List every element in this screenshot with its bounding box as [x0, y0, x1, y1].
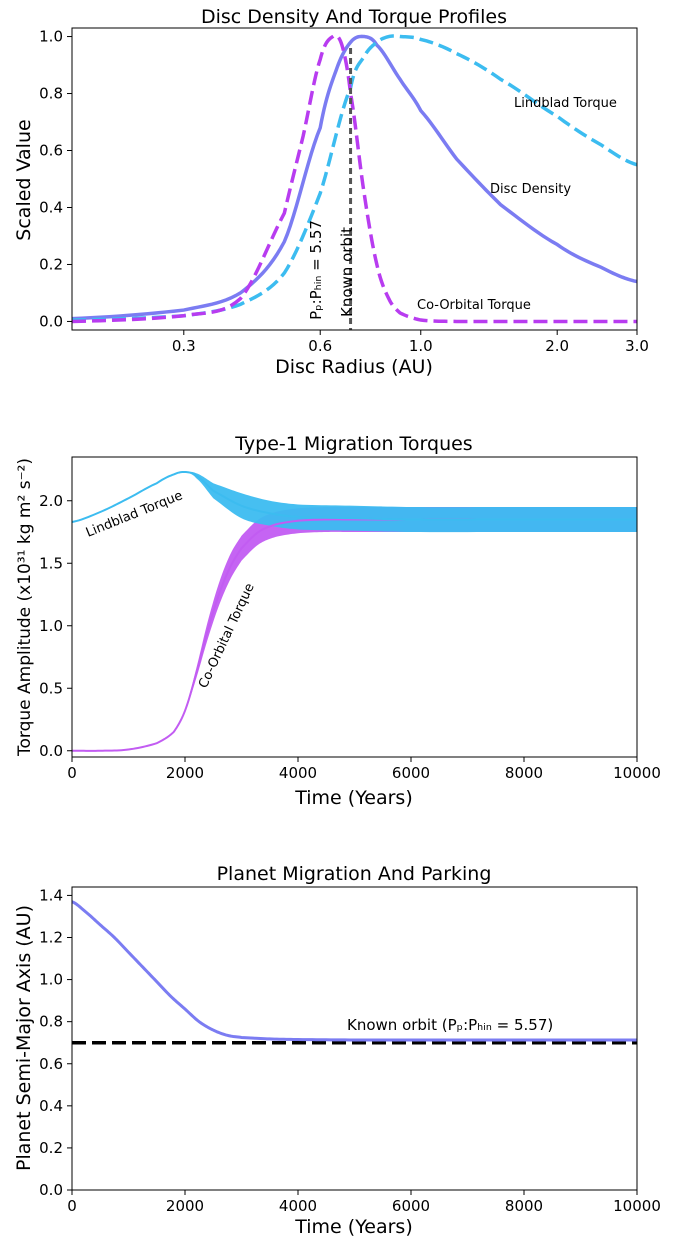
y-tick-label: 2.0 — [39, 492, 63, 510]
x-tick-label: 1.0 — [409, 337, 433, 355]
chart-2-x-axis: 0 2000 4000 6000 8000 10000 — [67, 757, 661, 782]
x-tick-label: 0 — [67, 1197, 77, 1215]
y-tick-label: 0.4 — [39, 198, 63, 216]
y-tick-label: 0.8 — [39, 1013, 63, 1031]
chart-2-plot-frame — [71, 456, 638, 758]
chart-3: Planet Migration And Parking 0 2000 4000 60… — [13, 863, 661, 1238]
x-tick-label: 3.0 — [625, 337, 649, 355]
x-tick-label: 6000 — [392, 1197, 430, 1215]
x-tick-label: 0.6 — [308, 337, 332, 355]
chart-2-series-lindblad-band — [72, 471, 637, 533]
x-tick-label: 10000 — [613, 1197, 661, 1215]
chart-2-x-label: Time (Years) — [294, 787, 413, 809]
x-tick-label: 4000 — [279, 1197, 317, 1215]
x-tick-label: 2000 — [166, 764, 204, 782]
chart-1: Disc Density And Torque Profiles 0.3 0.6 1… — [13, 6, 649, 378]
y-tick-label: 1.4 — [39, 886, 63, 904]
chart-2-title: Type-1 Migration Torques — [234, 433, 472, 455]
chart-3-y-label: Planet Semi-Major Axis (AU) — [13, 905, 35, 1171]
y-tick-label: 0.2 — [39, 255, 63, 273]
y-tick-label: 1.0 — [39, 971, 63, 989]
chart-2-series-layer — [71, 470, 637, 752]
chart-1-title: Disc Density And Torque Profiles — [201, 6, 507, 28]
y-tick-label: 1.2 — [39, 929, 63, 947]
chart-2-y-label: Torque Amplitude (x10³¹ kg m² s⁻²) — [15, 458, 35, 757]
chart-1-series-lindblad-torque — [71, 34, 638, 322]
x-tick-label: 8000 — [505, 764, 543, 782]
chart-1-annotation-co-orbital: Co-Orbital Torque — [417, 298, 531, 313]
chart-3-title: Planet Migration And Parking — [217, 863, 492, 885]
chart-1-y-axis: 0.0 0.2 0.4 0.6 0.8 1.0 — [39, 28, 72, 330]
x-tick-label: 10000 — [613, 764, 661, 782]
y-tick-label: 0.5 — [39, 679, 63, 697]
chart-1-plot-frame — [71, 27, 638, 331]
chart-1-period-ratio-label: Pₚ:Pₕᵢₙ = 5.57 — [307, 220, 325, 320]
chart-3-plot-frame — [71, 886, 638, 1191]
y-tick-label: 0.0 — [39, 1181, 63, 1199]
chart-3-series-layer — [71, 900, 637, 1045]
chart-1-series-layer — [71, 33, 638, 330]
y-tick-label: 0.0 — [39, 742, 63, 760]
y-tick-label: 0.4 — [39, 1097, 63, 1115]
chart-3-y-axis: 0.0 0.2 0.4 0.6 0.8 1.0 1.2 1.4 — [39, 886, 72, 1199]
y-tick-label: 1.0 — [39, 28, 63, 46]
chart-2-y-axis: 0.0 0.5 1.0 1.5 2.0 — [39, 492, 72, 760]
chart-2: Type-1 Migration Torques 0 2000 4000 6000 80… — [15, 433, 661, 809]
chart-1-x-axis: 0.3 0.6 1.0 2.0 3.0 — [172, 330, 649, 355]
y-tick-label: 1.0 — [39, 617, 63, 635]
x-tick-label: 4000 — [279, 764, 317, 782]
x-tick-label: 8000 — [505, 1197, 543, 1215]
chart-1-x-label: Disc Radius (AU) — [275, 356, 433, 378]
y-tick-label: 0.6 — [39, 142, 63, 160]
x-tick-label: 2.0 — [545, 337, 569, 355]
chart-3-x-axis: 0 2000 4000 6000 8000 10000 — [67, 1190, 661, 1215]
chart-1-known-orbit-label: Known orbit — [338, 227, 356, 317]
y-tick-label: 0.0 — [39, 312, 63, 330]
chart-1-series-co-orbital-torque — [71, 33, 637, 324]
x-tick-label: 0 — [67, 764, 77, 782]
x-tick-label: 2000 — [166, 1197, 204, 1215]
chart-1-annotation-lindblad: Lindblad Torque — [514, 96, 617, 111]
chart-2-series-co-orbital-torque — [72, 518, 637, 752]
chart-1-annotation-density: Disc Density — [490, 182, 571, 197]
chart-3-x-label: Time (Years) — [294, 1216, 413, 1238]
chart-1-y-label: Scaled Value — [13, 119, 35, 240]
y-tick-label: 1.5 — [39, 554, 63, 572]
y-tick-label: 0.8 — [39, 85, 63, 103]
y-tick-label: 0.2 — [39, 1139, 63, 1157]
x-tick-label: 0.3 — [172, 337, 196, 355]
chart-2-series-lindblad-torque — [71, 470, 637, 523]
chart-3-series-semi-major-axis — [71, 900, 637, 1042]
x-tick-label: 6000 — [392, 764, 430, 782]
y-tick-label: 0.6 — [39, 1055, 63, 1073]
chart-1-series-disc-density — [71, 34, 638, 321]
chart-2-series-co-orbital-band — [72, 506, 637, 751]
chart-3-known-orbit-label: Known orbit (Pₚ:Pₕᵢₙ = 5.57) — [347, 1016, 553, 1034]
